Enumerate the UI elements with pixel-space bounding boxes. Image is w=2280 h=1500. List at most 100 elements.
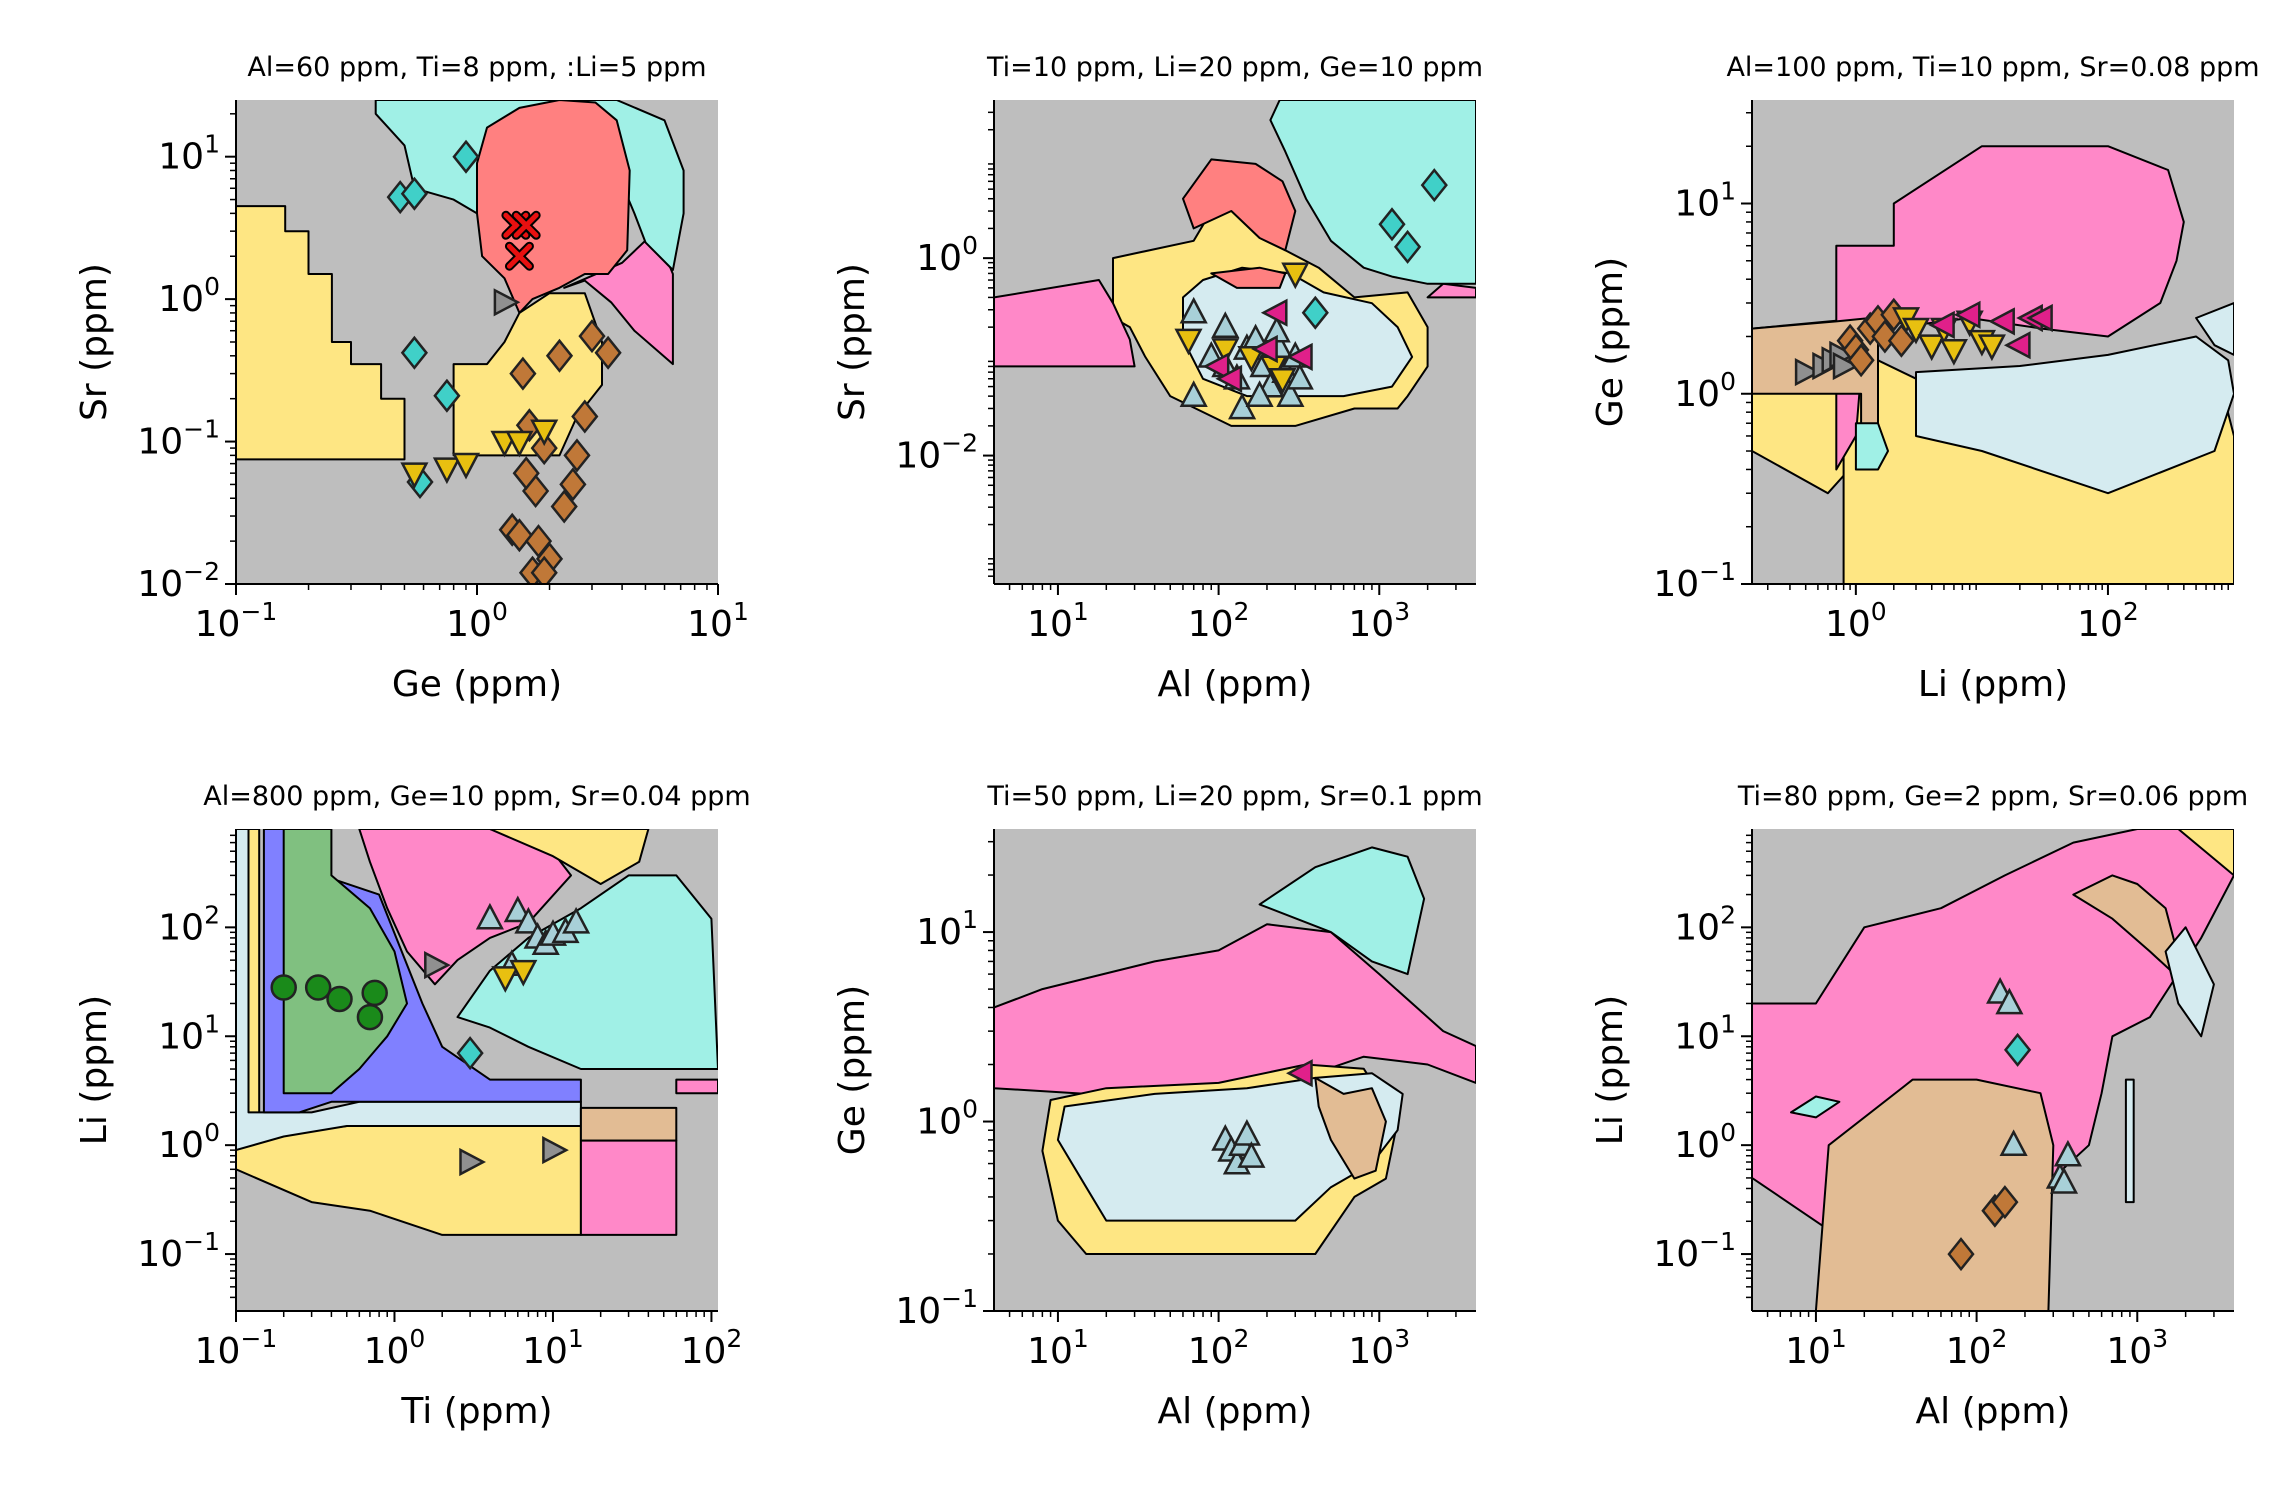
region-pink (563, 230, 674, 366)
region-lightblue (2195, 302, 2234, 356)
data-point-triangle-down (1237, 346, 1266, 373)
region-pink (994, 279, 1136, 368)
data-point-triangle-right (493, 288, 521, 317)
data-point-diamond (1301, 295, 1329, 330)
data-point-triangle-right (424, 951, 451, 980)
data-point-triangle-down (1281, 262, 1310, 290)
subplot-title: Al=100 ppm, Ti=10 ppm, Sr=0.08 ppm (1726, 52, 2259, 83)
subplot-2: 101 102 103 10−2 100 Al (ppm) Sr (ppm) Ti=10 pp… (832, 52, 1483, 705)
y-minor-ticks (1746, 111, 1752, 528)
y-tick-label: 100 (916, 1095, 978, 1143)
data-point-diamond (571, 399, 599, 434)
data-point-triangle-right (1794, 358, 1822, 387)
data-point-triangle-left (1286, 342, 1313, 371)
data-point-triangle-down (1174, 328, 1203, 356)
data-point-triangle-left (2003, 331, 2031, 360)
y-axis-label: Ge (ppm) (1590, 257, 1631, 427)
data-point-diamond (456, 1036, 484, 1071)
subplot-4: 10−1 100 101 102 10−1 100 101 102 Ti (ppm) Li (pp… (74, 781, 751, 1432)
y-tick-label: 101 (158, 1009, 220, 1057)
data-point-triangle (2049, 1167, 2079, 1194)
y-tick-label: 101 (158, 130, 220, 178)
y-tick-label: 101 (1674, 177, 1736, 225)
region-red (1210, 266, 1287, 289)
data-point-triangle (503, 895, 532, 923)
x-tick-label: 101 (1785, 1324, 1847, 1372)
y-minor-ticks (230, 113, 236, 542)
subplot-title: Ti=80 ppm, Ge=2 ppm, Sr=0.06 ppm (1737, 781, 2248, 812)
region-tan (1314, 1076, 1387, 1180)
region-layer (1752, 829, 2234, 1311)
data-point-triangle-left (1988, 307, 2015, 336)
data-point-triangle-left (2026, 303, 2053, 333)
region-cyan (1790, 1095, 1841, 1119)
data-point-triangle (1276, 380, 1305, 407)
y-tick-label: 102 (158, 900, 220, 948)
data-point-triangle-down (400, 462, 429, 490)
x-minor-ticks (1008, 1311, 1457, 1317)
x-tick-label: 100 (1825, 597, 1887, 645)
data-point-diamond (509, 356, 537, 391)
data-point-triangle-down (491, 966, 520, 993)
data-point-triangle (1999, 1129, 2028, 1157)
y-tick-label: 10−1 (137, 415, 220, 463)
data-point-diamond (400, 176, 429, 211)
data-point-diamond (578, 319, 606, 354)
data-point-circle (356, 1003, 384, 1031)
region-tan (1814, 1078, 2055, 1311)
y-axis-label: Li (ppm) (74, 995, 115, 1145)
data-point-triangle-down (1977, 334, 2006, 362)
data-point-diamond (594, 335, 622, 370)
x-tick-label: 101 (1027, 597, 1089, 645)
region-pink (675, 1078, 718, 1095)
data-point-diamond (530, 555, 558, 584)
data-point-triangle (2053, 1139, 2082, 1167)
y-tick-label: 100 (916, 231, 978, 279)
subplot-6: 101 102 103 10−1 100 101 102 Al (ppm) Li (ppm) Ti… (1590, 781, 2248, 1432)
y-tick-label: 10−1 (895, 1284, 978, 1332)
y-tick-label: 10−2 (895, 429, 978, 477)
data-point-diamond (559, 467, 587, 502)
data-point-triangle-left (1251, 334, 1278, 364)
region-pink (579, 1139, 678, 1236)
y-axis-label: Li (ppm) (1590, 995, 1631, 1145)
data-point-diamond (433, 378, 461, 413)
x-axis-label: Ti (ppm) (400, 1391, 552, 1432)
x-tick-label: 102 (1188, 1324, 1250, 1372)
region-red (1182, 158, 1297, 252)
y-minor-ticks (988, 840, 994, 1255)
subplot-title: Al=800 ppm, Ge=10 ppm, Sr=0.04 ppm (203, 781, 750, 812)
data-point-triangle (1995, 987, 2024, 1015)
data-point-diamond (505, 518, 534, 553)
data-point-triangle-down (451, 452, 481, 480)
y-minor-ticks (230, 834, 236, 1299)
y-tick-label: 101 (1674, 1009, 1736, 1057)
region-cyan (456, 874, 718, 1070)
marker-layer (1174, 168, 1448, 420)
y-tick-label: 101 (916, 905, 978, 953)
x-tick-label: 10−1 (195, 597, 278, 645)
data-point-triangle (1232, 1119, 1261, 1146)
x-axis-label: Al (ppm) (1916, 1391, 2071, 1432)
data-point-circle (361, 979, 388, 1007)
data-point-diamond (1887, 323, 1916, 358)
data-point-triangle-right (1832, 351, 1860, 381)
data-point-triangle (1237, 1141, 1266, 1168)
data-point-diamond (1420, 168, 1448, 203)
region-tan (579, 1106, 678, 1142)
y-tick-label: 10−1 (137, 1227, 220, 1275)
data-point-diamond (2003, 1032, 2032, 1067)
x-axis-label: Ge (ppm) (392, 664, 562, 705)
x-tick-label: 102 (681, 1324, 743, 1372)
y-tick-label: 100 (1674, 367, 1736, 415)
data-point-triangle (1245, 380, 1274, 407)
marker-layer (270, 895, 591, 1177)
data-point-triangle (1211, 311, 1240, 338)
y-tick-label: 100 (158, 272, 220, 320)
data-point-triangle (1179, 380, 1208, 407)
y-axis-label: Ge (ppm) (832, 985, 873, 1155)
y-tick-label: 102 (1674, 900, 1736, 948)
x-tick-label: 101 (522, 1324, 584, 1372)
x-minor-ticks (307, 584, 708, 590)
